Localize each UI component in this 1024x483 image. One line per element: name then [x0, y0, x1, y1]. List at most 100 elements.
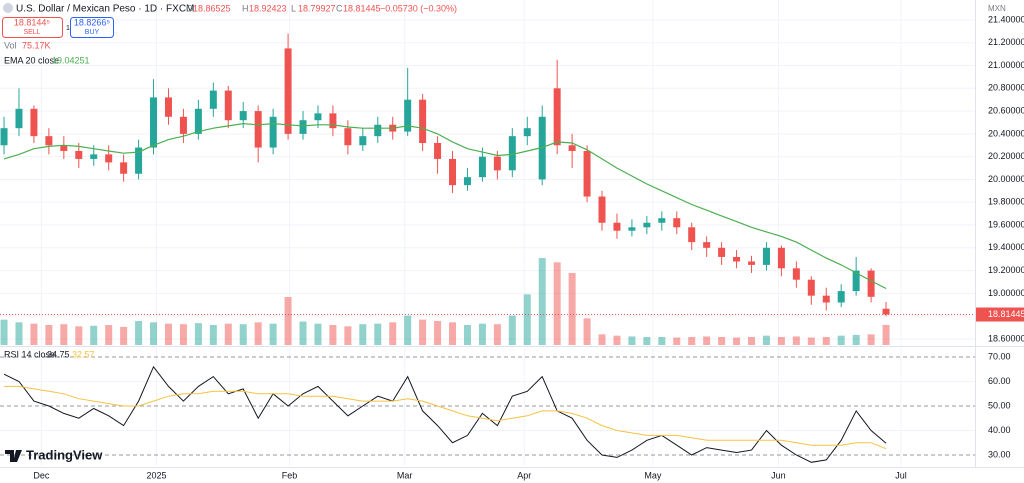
volume-bar	[673, 337, 681, 345]
logo-text: TradingView	[26, 447, 103, 462]
volume-bar	[449, 322, 457, 345]
volume-bar	[15, 322, 23, 345]
ohlc-key: C	[336, 3, 343, 13]
y-tick-label: 20.20000	[988, 151, 1024, 161]
y-tick-label: 19.60000	[988, 219, 1024, 229]
candle-body	[867, 270, 875, 297]
candle-body	[419, 99, 427, 143]
candle-body	[60, 145, 68, 151]
y-tick-label: 20.40000	[988, 128, 1024, 138]
candle-body	[45, 136, 53, 146]
volume-bar	[703, 336, 711, 345]
candle-body	[538, 116, 546, 180]
logo-icon	[5, 450, 22, 462]
candle-body	[135, 147, 143, 174]
volume-bar	[434, 321, 442, 345]
sell-button[interactable]	[2, 17, 63, 38]
ema-line	[3, 122, 887, 290]
volume-bar	[762, 335, 770, 345]
volume-bar	[463, 325, 471, 345]
ema-title: EMA 20 close	[4, 55, 59, 65]
candle-body	[209, 90, 217, 109]
ohlc-value: 18.81445	[343, 3, 381, 13]
x-tick-label: May	[644, 470, 662, 480]
candle-body	[508, 136, 516, 171]
candle-body	[254, 111, 262, 148]
candle-body	[224, 90, 232, 121]
volume-bar	[374, 323, 382, 345]
price-change: −0.05730 (−0.30%)	[380, 3, 457, 13]
x-tick-label: Feb	[282, 470, 298, 480]
rsi-line	[3, 365, 887, 463]
y-tick-label: 21.20000	[988, 37, 1024, 47]
volume-bar	[194, 323, 202, 345]
rsi-line	[4, 385, 887, 450]
y-tick-label: 19.80000	[988, 197, 1024, 207]
currency: MXN	[988, 4, 1006, 13]
volume-bar	[269, 323, 277, 345]
y-tick-label: 20.80000	[988, 83, 1024, 93]
candle-body	[643, 222, 651, 228]
ohlc-value: 18.92423	[249, 3, 287, 13]
volume-bar	[493, 324, 501, 345]
candle-body	[792, 268, 800, 280]
overlay: U.S. Dollar / Mexican Peso · 1D · FXCM 1…	[2, 3, 1024, 480]
volume-bar	[30, 323, 38, 345]
last-price-label: 18.81445	[988, 309, 1024, 319]
rsi-tick-label: 50.00	[988, 400, 1011, 410]
volume-bar	[344, 326, 352, 345]
volume-bar	[224, 323, 232, 345]
symbol-title: U.S. Dollar / Mexican Peso · 1D · FXCM	[16, 4, 194, 15]
x-tick-label: Dec	[33, 470, 50, 480]
volume-bar	[553, 262, 561, 345]
sell-price: 18.8144⁵	[14, 17, 51, 27]
candle-body	[449, 158, 457, 186]
volume-bar	[777, 337, 785, 345]
candle-body	[493, 156, 501, 171]
rsi-tick-label: 30.00	[988, 449, 1011, 459]
candle-body	[688, 227, 696, 243]
volume-bar	[538, 258, 546, 345]
volume-bar	[523, 294, 531, 345]
volume-bar	[239, 324, 247, 345]
volume-bar	[718, 337, 726, 345]
candle-body	[314, 113, 322, 121]
candle-body	[523, 128, 531, 137]
candle-body	[179, 116, 187, 134]
volume-bar	[643, 337, 651, 345]
volume-bar	[748, 337, 756, 345]
candle-body	[478, 156, 486, 178]
ohlc-key: O	[186, 3, 193, 13]
volume-bar	[404, 315, 412, 345]
candle-body	[359, 136, 367, 146]
candle-body	[703, 242, 711, 248]
symbol-icon	[3, 3, 13, 13]
candle-body	[105, 154, 113, 163]
candle-body	[90, 154, 98, 159]
volume-bar	[284, 297, 292, 345]
volume-bar	[60, 324, 68, 345]
buy-button[interactable]	[70, 17, 114, 38]
rsi-tick-label: 70.00	[988, 351, 1011, 361]
rsi-tick-label: 40.00	[988, 425, 1011, 435]
volume-bar	[135, 321, 143, 345]
volume-bar	[329, 325, 337, 345]
volume-bar	[314, 323, 322, 345]
candle-body	[777, 247, 785, 269]
volume-bar	[389, 322, 397, 345]
candle-body	[30, 108, 38, 137]
volume-bar	[209, 325, 217, 345]
volume-bar	[807, 337, 815, 345]
volume-bar	[179, 324, 187, 345]
volume-bar	[613, 335, 621, 345]
candle-body	[344, 128, 352, 146]
volume-bar	[792, 336, 800, 345]
candle-body	[0, 128, 8, 146]
candle-body	[852, 270, 860, 292]
candle-body	[284, 48, 292, 134]
volume-bar	[254, 322, 262, 345]
candle-body	[269, 116, 277, 148]
candle-body	[239, 111, 247, 121]
y-tick-label: 18.60000	[988, 333, 1024, 343]
